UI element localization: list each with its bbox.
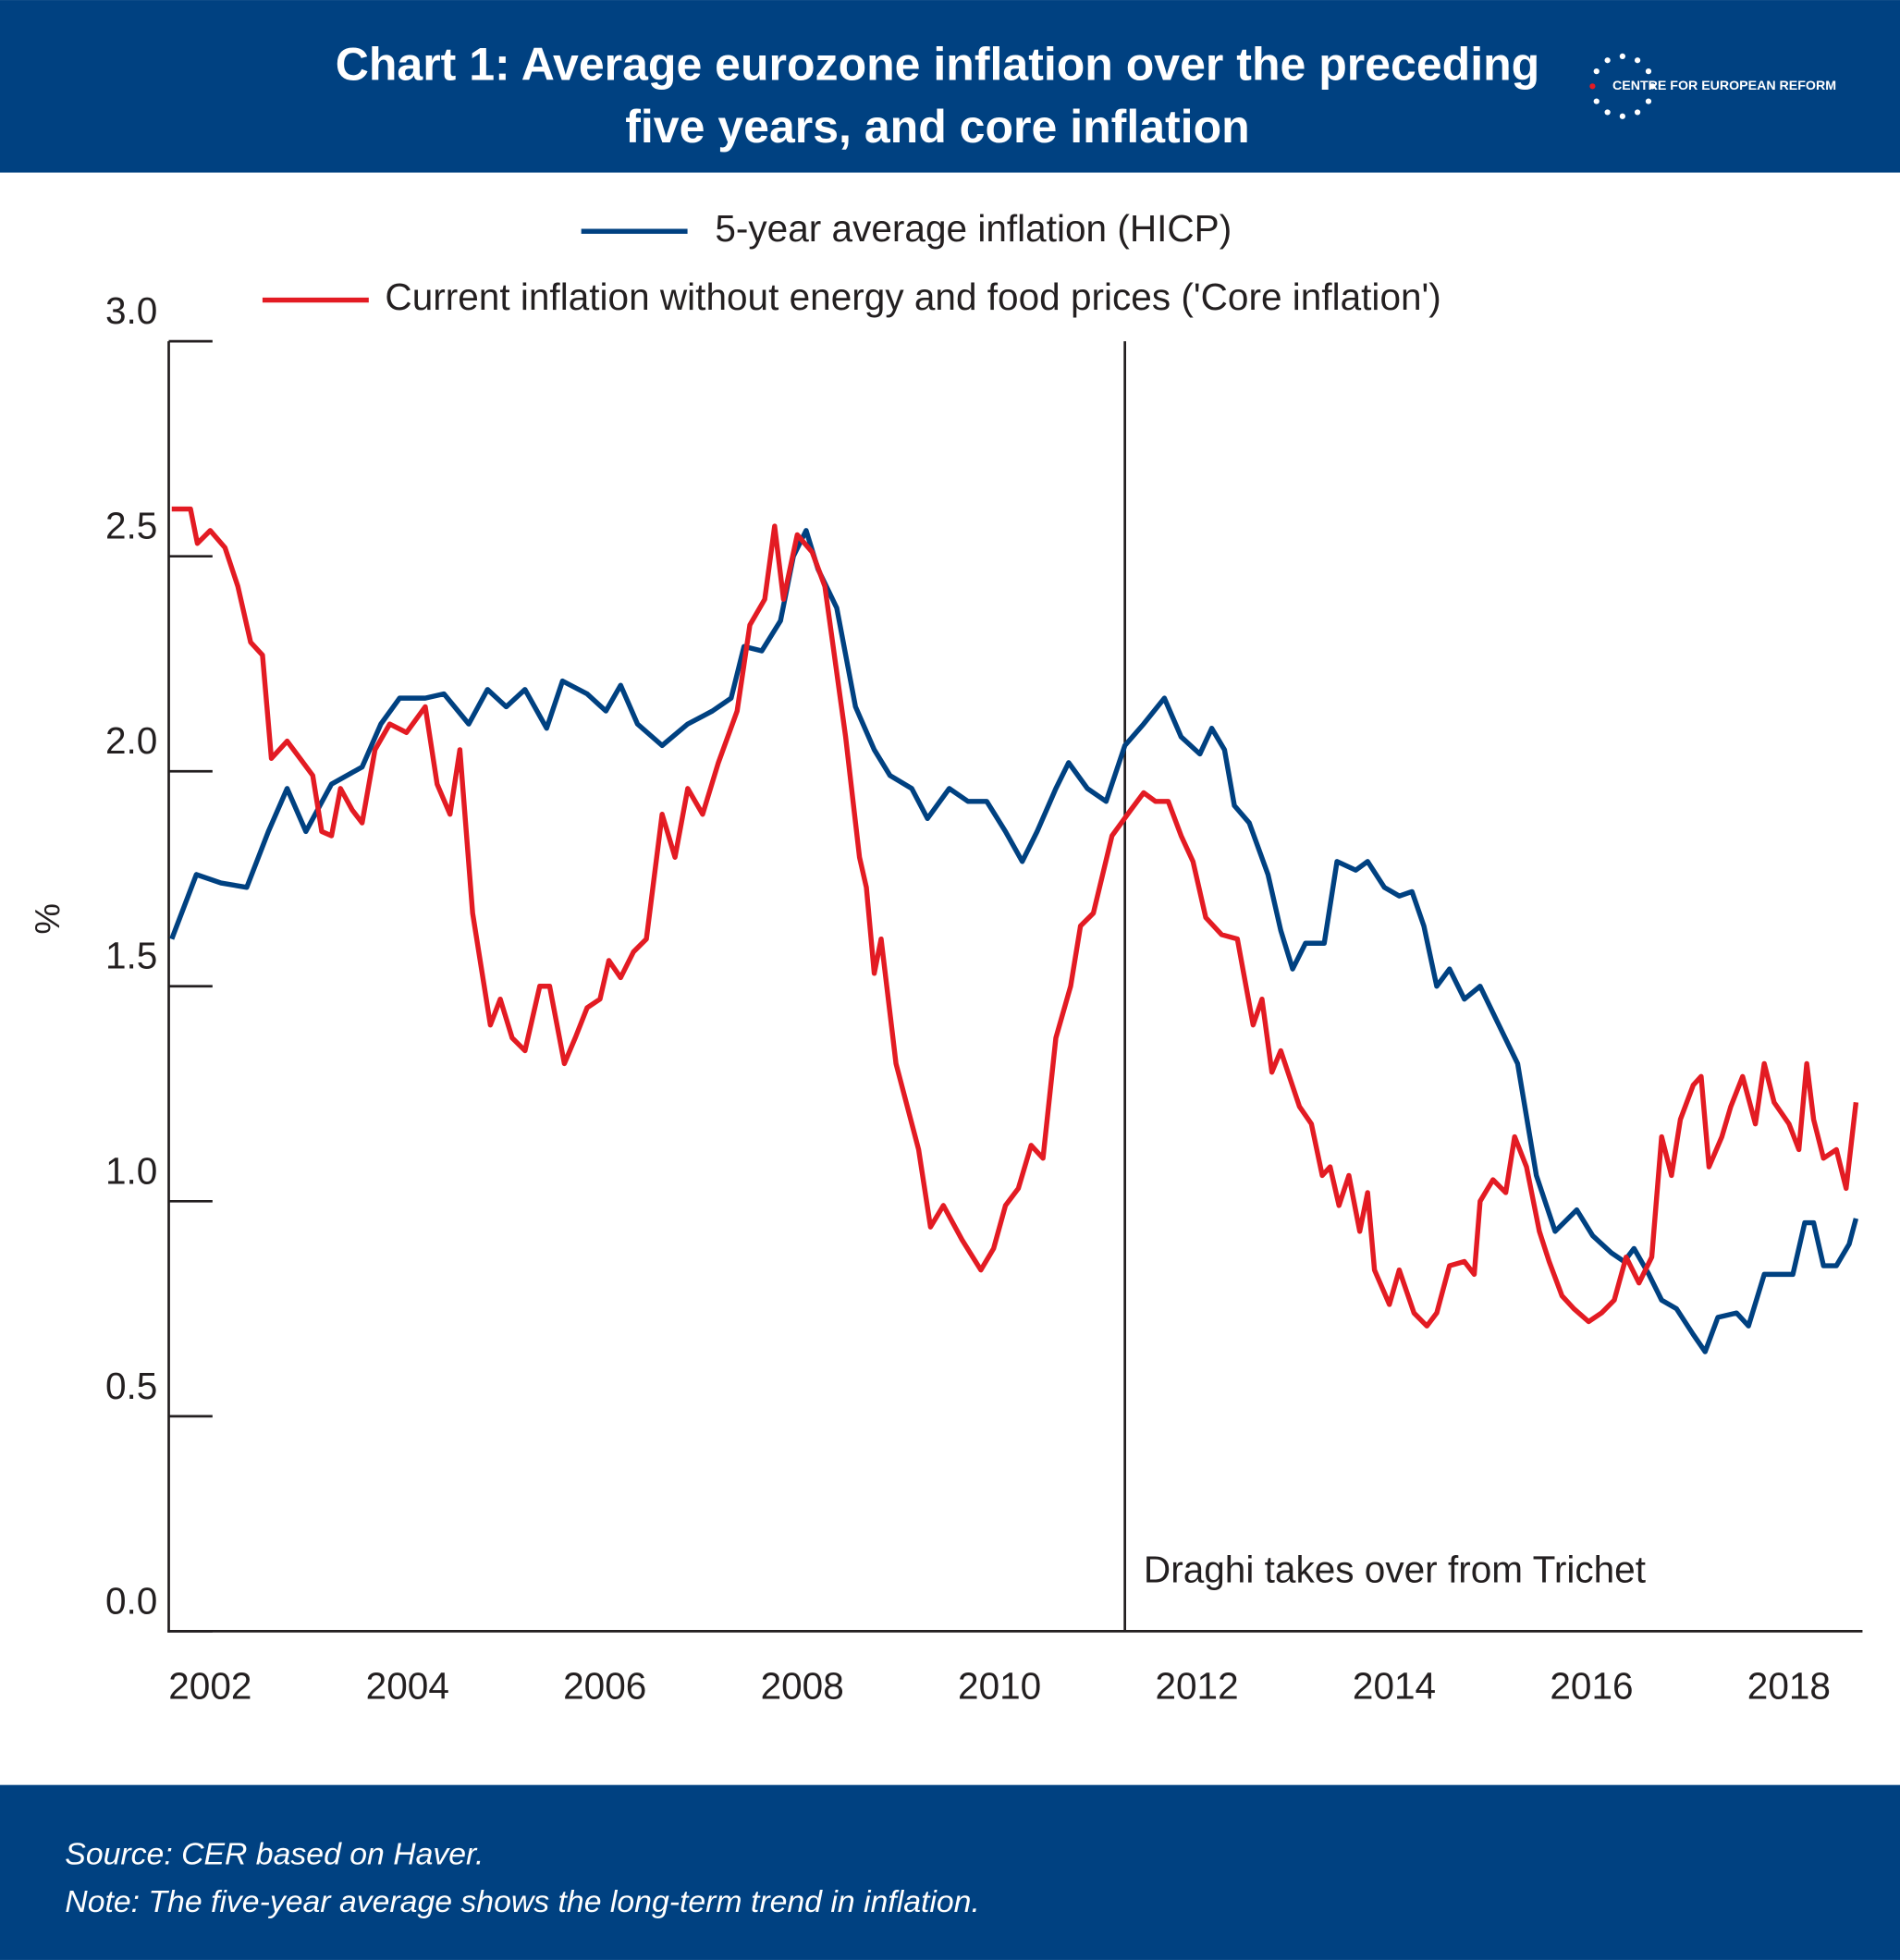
y-tick-label: 2.5 — [105, 505, 157, 547]
x-tick-label: 2002 — [168, 1664, 251, 1707]
logo-star — [1634, 109, 1641, 116]
chart-title: Chart 1: Average eurozone inflation over… — [336, 38, 1540, 90]
logo-star — [1619, 53, 1625, 60]
y-tick-label: 1.0 — [105, 1149, 157, 1192]
x-tick-label: 2006 — [563, 1664, 646, 1707]
logo-text: CENTRE FOR EUROPEAN REFORM — [1612, 79, 1836, 93]
y-tick-label: 1.5 — [105, 935, 157, 977]
logo-star — [1593, 68, 1600, 75]
x-tick-label: 2014 — [1353, 1664, 1436, 1707]
logo-star — [1619, 113, 1625, 119]
y-axis-label: % — [29, 903, 67, 935]
logo-star — [1645, 98, 1652, 104]
legend-label: 5-year average inflation (HICP) — [715, 207, 1232, 250]
logo-star — [1645, 68, 1652, 75]
y-tick-label: 0.5 — [105, 1365, 157, 1407]
logo-star — [1589, 83, 1596, 90]
x-tick-label: 2004 — [366, 1664, 449, 1707]
note: Note: The five-year average shows the lo… — [65, 1884, 980, 1919]
series-line — [171, 506, 1859, 1329]
logo-stars — [1589, 53, 1656, 119]
annotation-text: Draghi takes over from Trichet — [1144, 1549, 1646, 1591]
logo-star — [1634, 57, 1641, 64]
x-tick-label: 2010 — [958, 1664, 1041, 1707]
y-tick-label: 0.0 — [105, 1579, 157, 1622]
legend-label: Current inflation without energy and foo… — [385, 276, 1440, 318]
source: Source: CER based on Haver. — [65, 1837, 484, 1872]
footer-band — [0, 1784, 1900, 1960]
logo-star — [1593, 98, 1600, 104]
series-line — [169, 528, 1859, 1354]
logo-star — [1604, 57, 1611, 64]
y-tick-label: 2.0 — [105, 719, 157, 762]
logo-star — [1649, 83, 1656, 90]
header-band — [0, 0, 1900, 173]
x-tick-label: 2008 — [761, 1664, 844, 1707]
chart-title: five years, and core inflation — [625, 101, 1249, 153]
x-tick-label: 2012 — [1155, 1664, 1238, 1707]
y-tick-label: 3.0 — [105, 289, 157, 332]
logo-star — [1604, 109, 1611, 116]
x-tick-label: 2016 — [1550, 1664, 1633, 1707]
x-tick-label: 2018 — [1747, 1664, 1831, 1707]
